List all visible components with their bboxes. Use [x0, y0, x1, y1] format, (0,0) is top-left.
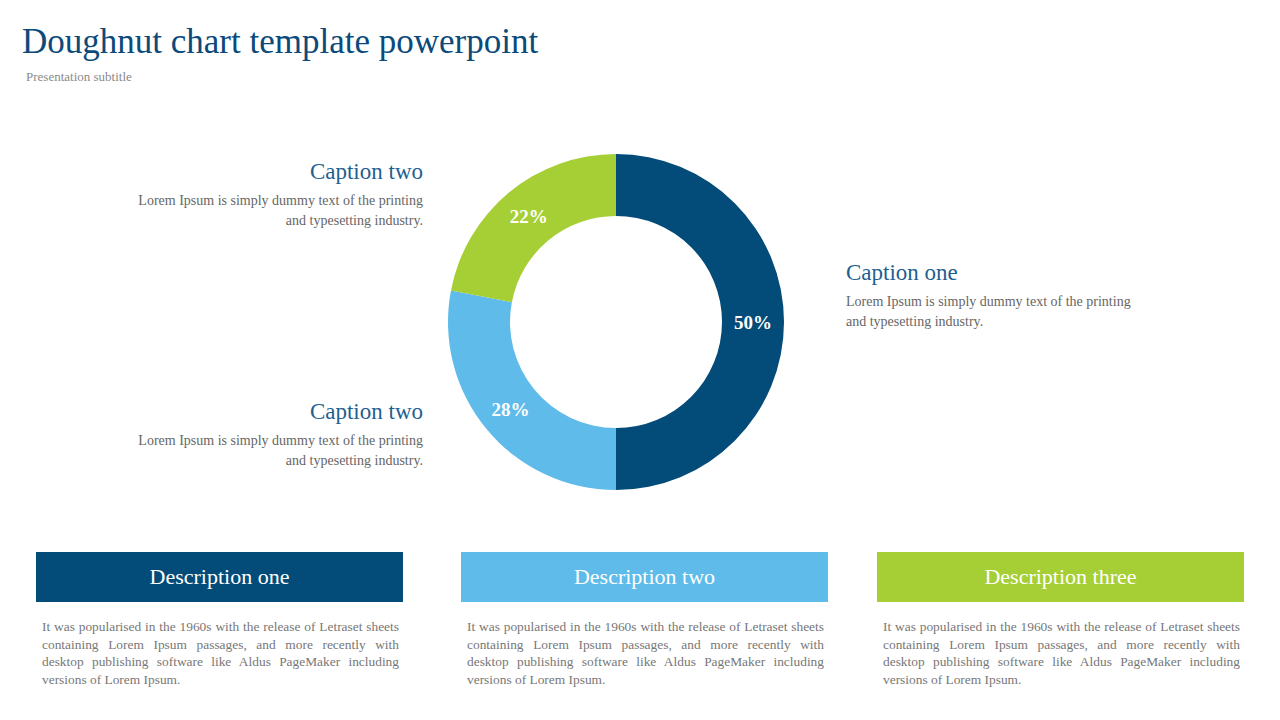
html-text:It was popularised in the 1960: It was popularised in the 1960s with the… — [42, 619, 399, 687]
html-text:Lorem Ipsum is simply dummy te: Lorem Ipsum is simply dummy text of the … — [138, 433, 423, 468]
html-text:Caption two: Caption two — [309, 159, 423, 184]
html-text:Presentation subtitle: Presentation subtitle — [26, 69, 132, 84]
html-text:Lorem Ipsum is simply dummy te: Lorem Ipsum is simply dummy text of the … — [846, 294, 1131, 329]
html-text:Caption two: Caption two — [309, 399, 423, 424]
html-text:Doughnut chart template powerp: Doughnut chart template powerpoint — [22, 22, 539, 61]
html-text:It was popularised in the 1960: It was popularised in the 1960s with the… — [467, 619, 824, 687]
html-text:Lorem Ipsum is simply dummy te: Lorem Ipsum is simply dummy text of the … — [138, 193, 423, 228]
html-text:Description two: Description two — [573, 564, 716, 589]
svg-text:22%: 22% — [510, 206, 548, 227]
html-text:Description three: Description three — [984, 564, 1137, 589]
html-text:Caption one: Caption one — [846, 260, 958, 285]
html-text:Description one: Description one — [149, 564, 290, 589]
svg-text:28%: 28% — [491, 399, 529, 420]
svg-text:50%: 50% — [734, 312, 772, 333]
html-text:It was popularised in the 1960: It was popularised in the 1960s with the… — [883, 619, 1240, 687]
